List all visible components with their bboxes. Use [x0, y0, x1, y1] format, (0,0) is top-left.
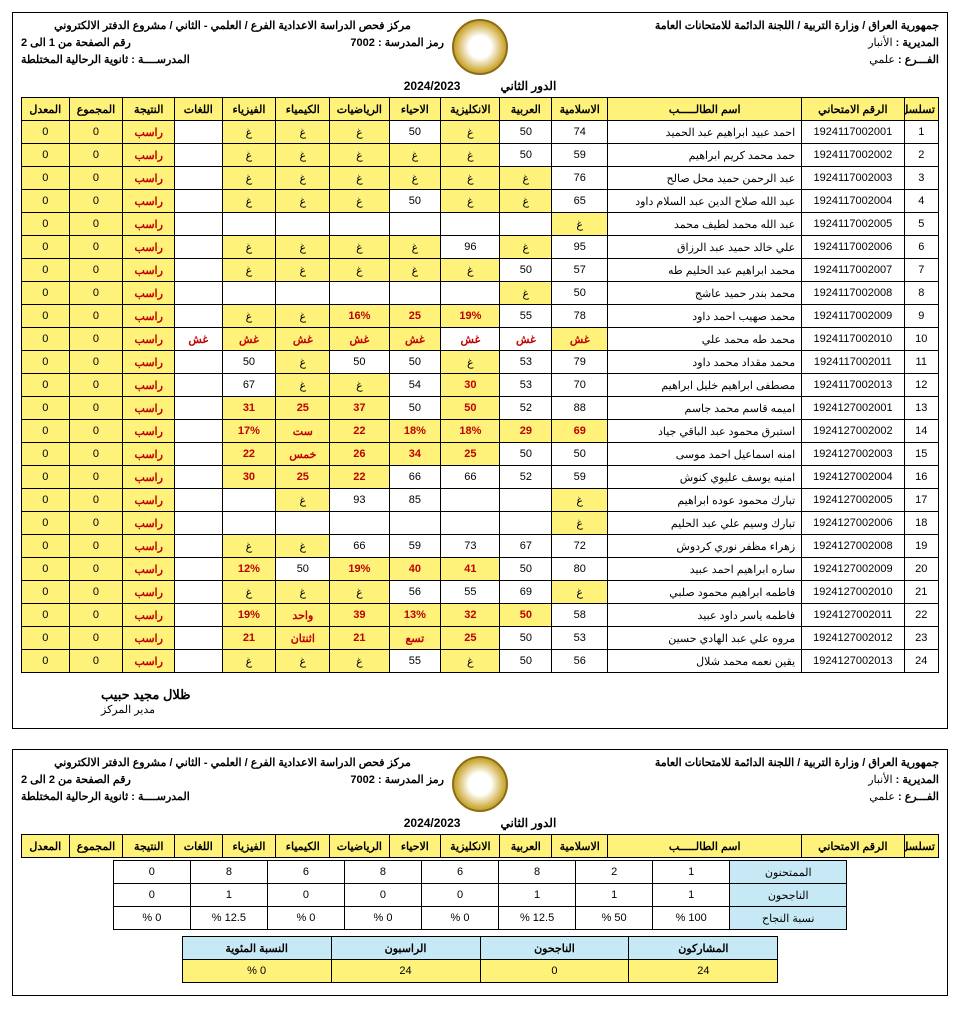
dir-lbl-2: المديرية :: [896, 774, 939, 786]
col-المعدل: المعدل: [22, 98, 70, 121]
dir-val-2: الأنبار: [868, 774, 892, 786]
school-val: ثانوية الرحالية المختلطة: [21, 54, 128, 66]
table-row: 241924127002013يقين نعمه محمد شلال5650غ5…: [22, 650, 939, 673]
col-الاحياء: الاحياء: [389, 98, 441, 121]
page1-header: جمهورية العراق / وزارة التربية / اللجنة …: [21, 19, 939, 75]
col-الانكليزية: الانكليزية: [441, 835, 500, 858]
col-الاسلامية: الاسلامية: [552, 98, 608, 121]
col-الاحياء: الاحياء: [389, 835, 441, 858]
page-1: جمهورية العراق / وزارة التربية / اللجنة …: [12, 12, 948, 729]
col-اسم الطالـــــب: اسم الطالـــــب: [608, 835, 802, 858]
col-الاسلامية: الاسلامية: [552, 835, 608, 858]
col-الكيمياء: الكيمياء: [276, 835, 330, 858]
dir-lbl: المديرية :: [896, 37, 939, 49]
table-row: 71924117002007محمد ابراهيم عبد الحليم طه…: [22, 259, 939, 282]
round-lbl: الدور الثاني: [500, 79, 556, 93]
page2-header: جمهورية العراق / وزارة التربية / اللجنة …: [21, 756, 939, 812]
col-المجموع: المجموع: [69, 835, 123, 858]
schoolcode-lbl-2: رمز المدرسة :: [378, 774, 444, 786]
table-row: 41924117002004عبد الله صلاح الدين عبد ال…: [22, 190, 939, 213]
country-line: جمهورية العراق / وزارة التربية / اللجنة …: [516, 19, 939, 32]
table-row: 81924117002008محمد بندر حميد عاشج50غراسب…: [22, 282, 939, 305]
country-line-2: جمهورية العراق / وزارة التربية / اللجنة …: [516, 756, 939, 769]
col-الفيزياء: الفيزياء: [222, 98, 276, 121]
dir-val: الأنبار: [868, 37, 892, 49]
header-only-table: تسلسلالرقم الامتحانياسم الطالـــــبالاسل…: [21, 834, 939, 858]
ministry-logo: [452, 19, 508, 75]
table-row: 181924127002006تبارك وسيم علي عبد الحليم…: [22, 512, 939, 535]
school-val-2: ثانوية الرحالية المختلطة: [21, 791, 128, 803]
branch-val: علمي: [869, 54, 895, 66]
col-اللغات: اللغات: [175, 835, 222, 858]
col-العربية: العربية: [500, 835, 552, 858]
table-row: 151924127002003امنه اسماعيل احمد موسى505…: [22, 443, 939, 466]
col-الانكليزية: الانكليزية: [441, 98, 500, 121]
schoolcode-val: 7002: [350, 37, 374, 49]
table-row: 191924127002008زهراء مظفر نوري كردوش7267…: [22, 535, 939, 558]
col-الكيمياء: الكيمياء: [276, 98, 330, 121]
table-row: 61924117002006علي خالد حميد عبد الرزاق95…: [22, 236, 939, 259]
round-lbl-2: الدور الثاني: [500, 816, 556, 830]
col-المعدل: المعدل: [22, 835, 70, 858]
center-line: مركز فحص الدراسة الاعدادية الفرع / العلم…: [21, 19, 444, 32]
summary-row: الناجحون11100010: [113, 884, 846, 907]
table-row: 51924117002005عبد الله محمد لطيف محمدغرا…: [22, 213, 939, 236]
school-lbl: المدرســــة :: [131, 54, 190, 66]
table-row: 11924117002001احمد عبيد ابراهيم عبد الحم…: [22, 121, 939, 144]
center-line-2: مركز فحص الدراسة الاعدادية الفرع / العلم…: [21, 756, 444, 769]
col-اللغات: اللغات: [175, 98, 222, 121]
summary-overall: المشاركونالناجحونالراسبونالنسبة المئوية …: [182, 936, 779, 983]
summary-row: الممتحنون12868680: [113, 861, 846, 884]
table-row: 31924117002003عبد الرحمن حميد محل صالح76…: [22, 167, 939, 190]
table-row: 171924127002005تبارك محمود عوده ابراهيمغ…: [22, 489, 939, 512]
table-row: 141924127002002استبرق محمود عبد الباقي ج…: [22, 420, 939, 443]
sig-name: ظلال مجيد حبيب: [101, 687, 939, 703]
col-تسلسل: تسلسل: [904, 98, 938, 121]
year-2: 2024/2023: [404, 816, 461, 830]
branch-lbl-2: الفـــرع :: [898, 791, 939, 803]
summary-row: نسبة النجاح100 %50 %12.5 %0 %0 %0 %12.5 …: [113, 907, 846, 930]
table-row: 201924127002009ساره ابراهيم احمد عبيد805…: [22, 558, 939, 581]
table-row: 21924117002002حمد محمد كريم ابراهيم5950غ…: [22, 144, 939, 167]
col-النتيجة: النتيجة: [123, 835, 175, 858]
sig-title: مدير المركز: [101, 703, 939, 716]
col-اسم الطالـــــب: اسم الطالـــــب: [608, 98, 802, 121]
ministry-logo-2: [452, 756, 508, 812]
table-row: 121924117002013مصطفى ابراهيم خليل ابراهي…: [22, 374, 939, 397]
col-العربية: العربية: [500, 98, 552, 121]
school-lbl-2: المدرســــة :: [131, 791, 190, 803]
col-الرقم الامتحاني: الرقم الامتحاني: [802, 835, 904, 858]
table-row: 91924117002009محمد صهيب احمد داود785519%…: [22, 305, 939, 328]
signature-block: ظلال مجيد حبيب مدير المركز: [21, 687, 939, 716]
table-row: 221924127002011فاطمه ياسر داود عبيد58503…: [22, 604, 939, 627]
col-تسلسل: تسلسل: [904, 835, 938, 858]
table-row: 101924117002010محمد طه محمد عليغشغشغشغشغ…: [22, 328, 939, 351]
table-row: 211924127002010فاطمه ابراهيم محمود صلبيغ…: [22, 581, 939, 604]
schoolcode-val-2: 7002: [350, 774, 374, 786]
col-الفيزياء: الفيزياء: [222, 835, 276, 858]
col-المجموع: المجموع: [69, 98, 123, 121]
results-table: تسلسلالرقم الامتحانياسم الطالـــــبالاسل…: [21, 97, 939, 673]
table-row: 161924127002004امنيه يوسف عليوي كنوش5952…: [22, 466, 939, 489]
table-row: 111924117002011محمد مقداد محمد داود7953غ…: [22, 351, 939, 374]
col-الرقم الامتحاني: الرقم الامتحاني: [802, 98, 904, 121]
col-الرياضيات: الرياضيات: [330, 835, 389, 858]
page-num-1: رقم الصفحة من 1 الى 2: [21, 36, 131, 49]
col-النتيجة: النتيجة: [123, 98, 175, 121]
page-2: جمهورية العراق / وزارة التربية / اللجنة …: [12, 749, 948, 996]
branch-lbl: الفـــرع :: [898, 54, 939, 66]
page-num-2: رقم الصفحة من 2 الى 2: [21, 773, 131, 786]
table-row: 131924127002001اميمه قاسم محمد جاسم88525…: [22, 397, 939, 420]
table-row: 231924127002012مروه علي عبد الهادي حسين5…: [22, 627, 939, 650]
col-الرياضيات: الرياضيات: [330, 98, 389, 121]
year: 2024/2023: [404, 79, 461, 93]
branch-val-2: علمي: [869, 791, 895, 803]
schoolcode-lbl: رمز المدرسة :: [378, 37, 444, 49]
